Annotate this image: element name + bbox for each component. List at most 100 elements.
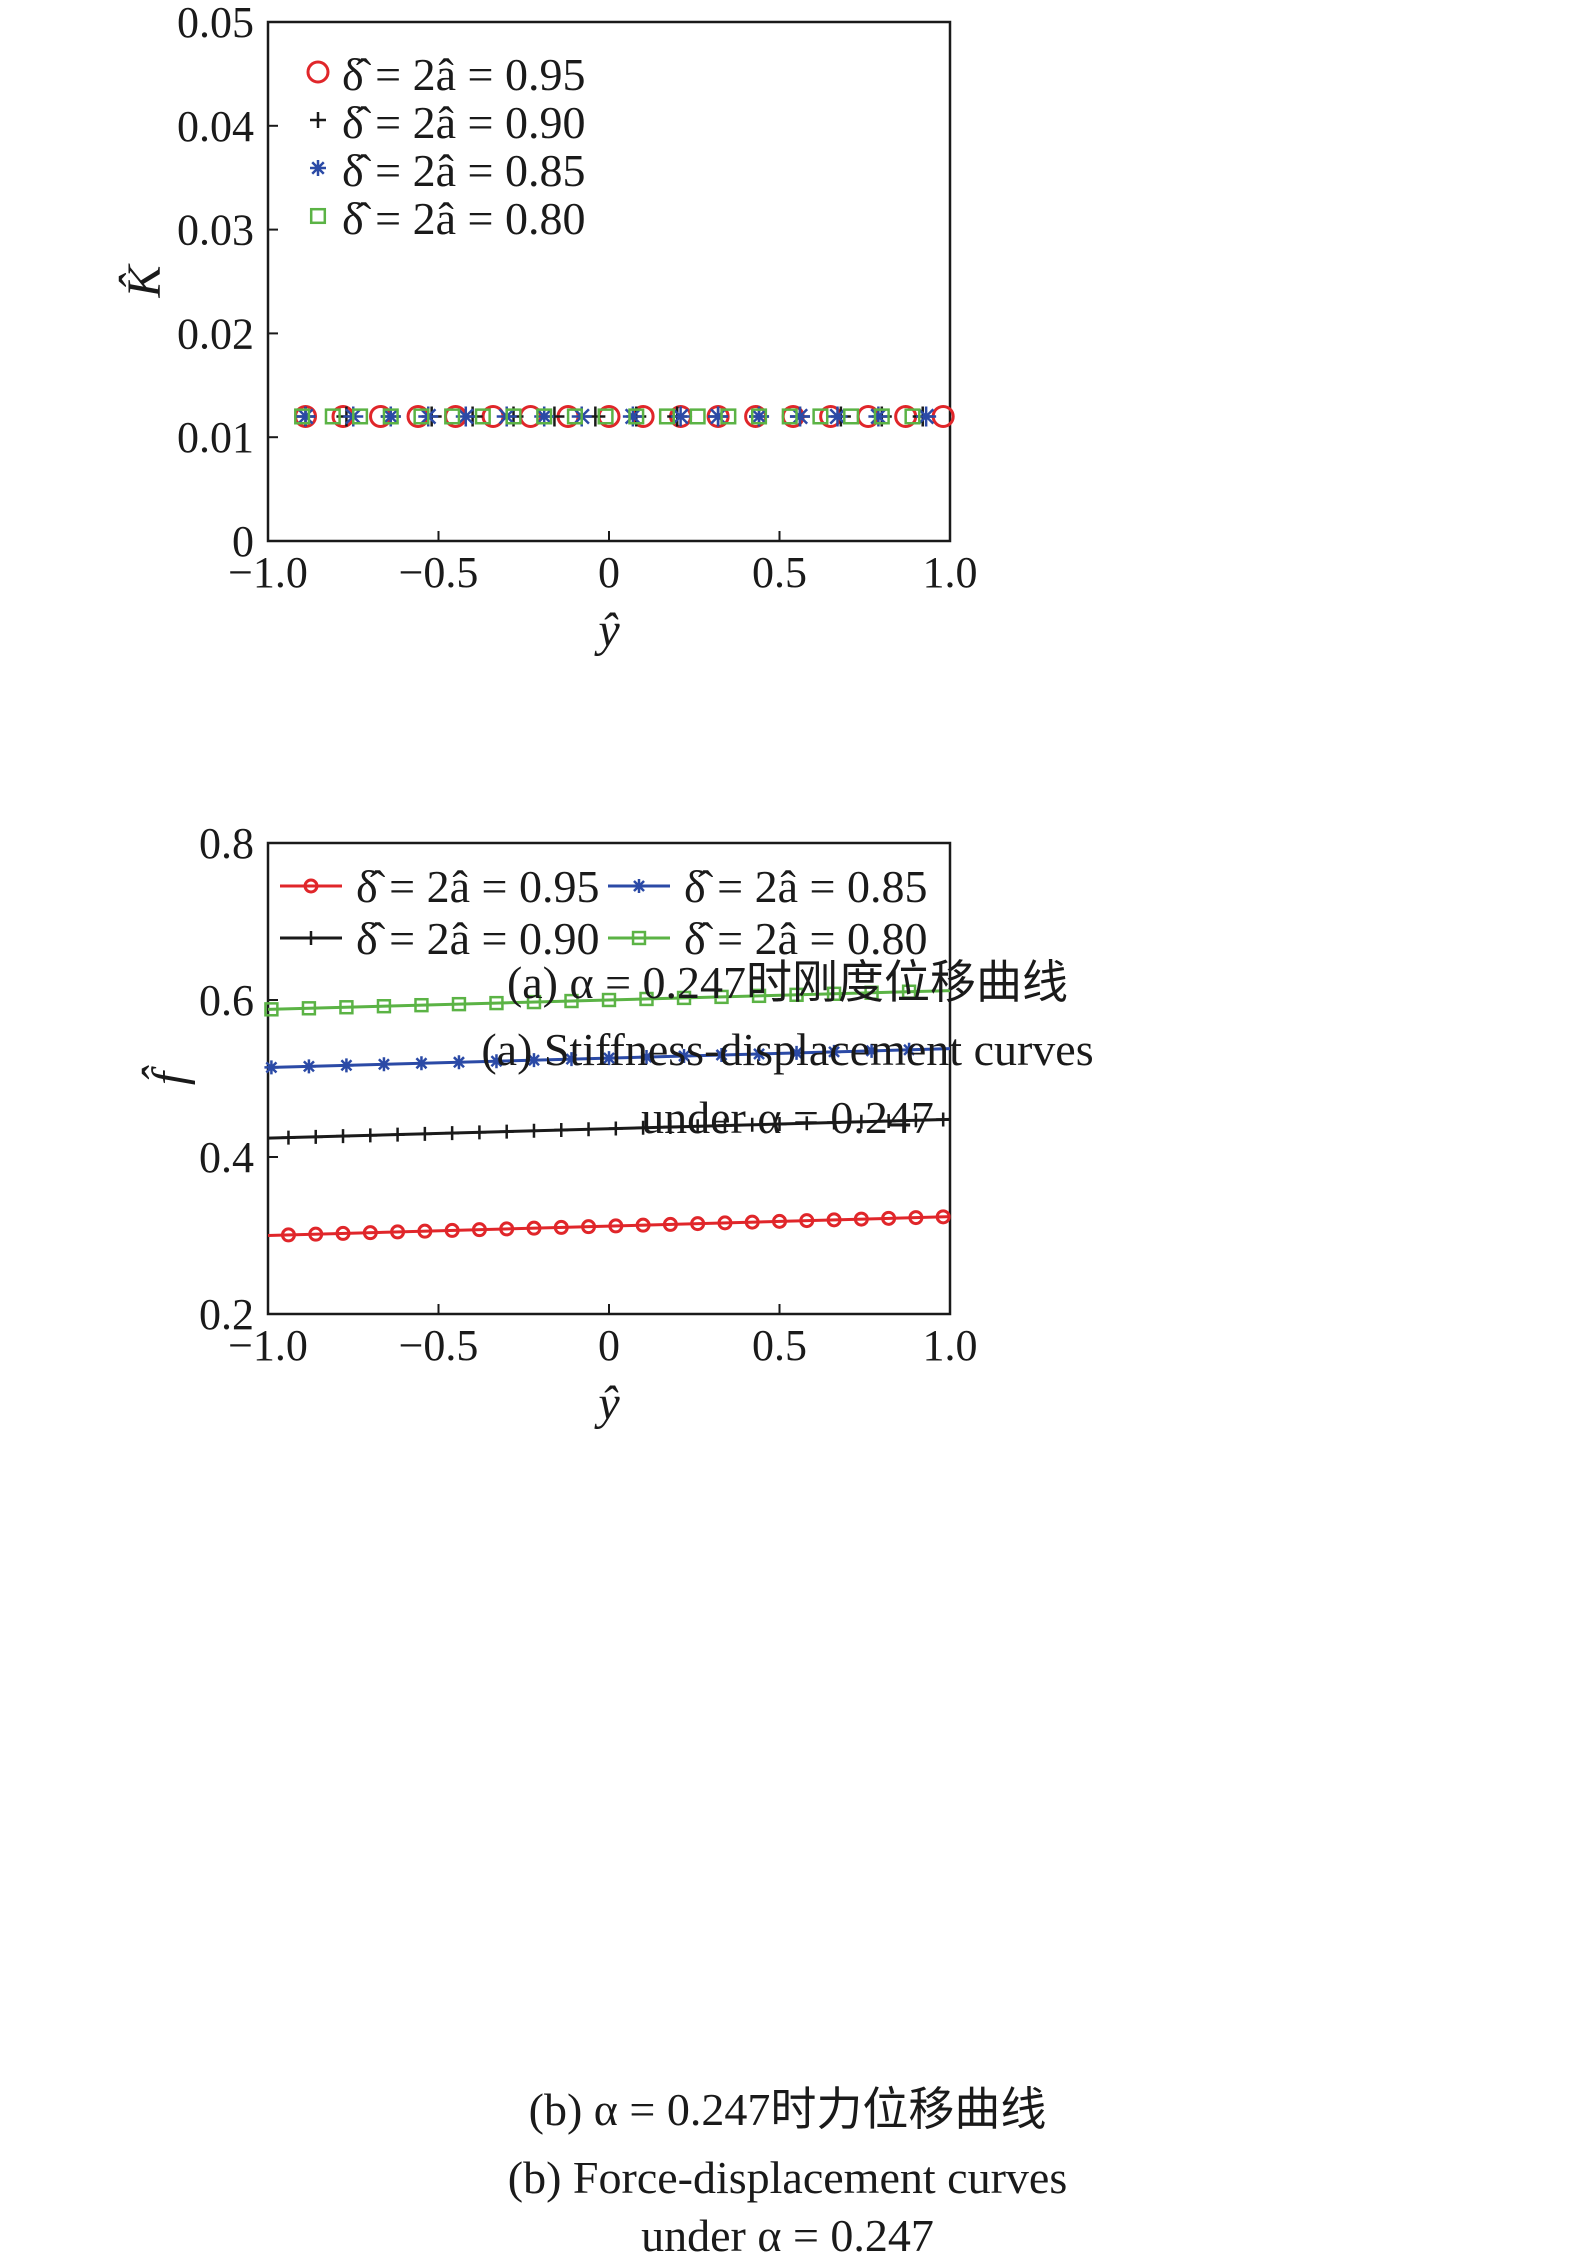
data-point	[444, 408, 461, 425]
data-point	[916, 406, 937, 427]
data-point	[873, 408, 890, 425]
caption-a-en-line1: (a) Stiffness-displacement curves	[481, 1024, 1094, 1075]
data-point	[362, 1225, 378, 1241]
data-point	[264, 1060, 279, 1075]
data-point	[904, 408, 921, 425]
legend-label: δ̂ = 2â = 0.90	[342, 97, 585, 148]
x-tick-label: −0.5	[399, 1321, 479, 1370]
legend-label: δ̂ = 2â = 0.95	[356, 861, 599, 912]
data-point	[826, 986, 842, 1001]
data-point	[689, 408, 706, 425]
data-point	[908, 1210, 924, 1226]
data-point	[471, 1222, 487, 1238]
series-3	[264, 984, 951, 1017]
data-point	[382, 408, 399, 425]
data-point	[489, 995, 504, 1011]
x-tick-label: 1.0	[923, 1321, 978, 1370]
data-point	[902, 1042, 917, 1057]
data-point	[676, 990, 692, 1006]
data-point	[662, 1216, 678, 1232]
data-point	[677, 1049, 692, 1064]
data-point	[750, 408, 768, 425]
x-tick-label: 0.5	[752, 548, 807, 597]
data-point	[864, 985, 879, 1000]
data-point	[714, 1047, 729, 1062]
legend-label: δ̂ = 2â = 0.80	[684, 913, 927, 964]
data-point	[601, 992, 617, 1008]
data-point	[474, 408, 491, 425]
data-point	[636, 1120, 651, 1135]
data-point	[363, 1128, 378, 1143]
series-1	[267, 1112, 951, 1145]
data-point	[908, 1113, 923, 1128]
data-point	[352, 408, 369, 425]
data-point	[445, 1126, 460, 1141]
data-point	[281, 1130, 296, 1145]
data-point	[499, 1124, 514, 1139]
data-point	[564, 993, 579, 1009]
data-point	[280, 1227, 296, 1243]
data-point	[670, 406, 691, 427]
data-point	[744, 1214, 760, 1230]
data-point	[581, 1219, 597, 1235]
legend-label: δ̂ = 2â = 0.85	[684, 861, 927, 912]
data-point	[868, 406, 889, 427]
chart-stiffness: −1.0 −0.5 0 0.5 1.0 0 0.01 0.02 0.03 0.04 0.05 ŷ K̂ δ…	[117, 0, 977, 657]
data-point	[534, 406, 555, 427]
data-point	[752, 1046, 767, 1061]
data-point	[336, 1129, 351, 1144]
data-point	[581, 1122, 596, 1137]
data-point	[717, 1215, 733, 1231]
data-point	[335, 1225, 351, 1241]
y-tick-label: 0.03	[177, 206, 254, 255]
data-point	[413, 408, 430, 425]
data-point	[639, 991, 654, 1007]
data-point	[881, 1210, 897, 1226]
x-tick-label: 0	[598, 1321, 620, 1370]
data-point	[564, 1052, 579, 1067]
data-point	[417, 1126, 432, 1141]
y-tick-label: 0.4	[199, 1133, 254, 1182]
data-point	[526, 994, 542, 1010]
data-point	[376, 1057, 391, 1072]
x-tick-label: −1.0	[228, 548, 308, 597]
data-point	[843, 408, 860, 425]
data-point	[854, 1114, 869, 1129]
data-point	[864, 1043, 879, 1058]
data-point	[451, 996, 467, 1012]
caption-a-en-line2: under α = 0.247	[641, 1092, 934, 1143]
y-tick-label: 0.6	[199, 976, 254, 1025]
data-point	[720, 408, 737, 425]
data-point	[749, 406, 770, 427]
data-point	[390, 1127, 405, 1142]
data-point	[339, 1000, 354, 1015]
data-point	[635, 1217, 651, 1233]
data-point	[301, 1059, 316, 1074]
legend: δ̂ = 2â = 0.95δ̂ = 2â = 0.90 δ̂ = 2â = 0.…	[280, 861, 927, 964]
legend-label: δ̂ = 2â = 0.90	[356, 913, 599, 964]
data-point	[799, 1213, 815, 1229]
data-point	[812, 408, 829, 425]
data-point	[853, 1211, 869, 1227]
data-point	[526, 1220, 542, 1236]
data-point	[324, 408, 341, 425]
data-point	[622, 406, 643, 427]
x-axis-label: ŷ	[593, 1377, 620, 1430]
data-point	[663, 1120, 678, 1135]
legend-marker	[309, 207, 327, 225]
x-tick-label: −0.5	[399, 548, 479, 597]
y-tick-label: 0.04	[177, 102, 254, 151]
data-point	[772, 1213, 787, 1229]
series-line	[267, 989, 951, 1011]
data-point	[608, 1121, 623, 1136]
data-point	[308, 1129, 323, 1144]
legend-label: δ̂ = 2â = 0.85	[342, 145, 585, 196]
data-point	[390, 1224, 406, 1240]
legend-label: δ̂ = 2â = 0.80	[342, 193, 585, 244]
data-point	[489, 1054, 504, 1069]
y-tick-label: 0	[232, 517, 254, 566]
data-point	[690, 1119, 705, 1134]
caption-b-en-line2: under α = 0.247	[641, 2210, 934, 2261]
caption-b-en-line1: (b) Force-displacement curves	[507, 2152, 1068, 2203]
